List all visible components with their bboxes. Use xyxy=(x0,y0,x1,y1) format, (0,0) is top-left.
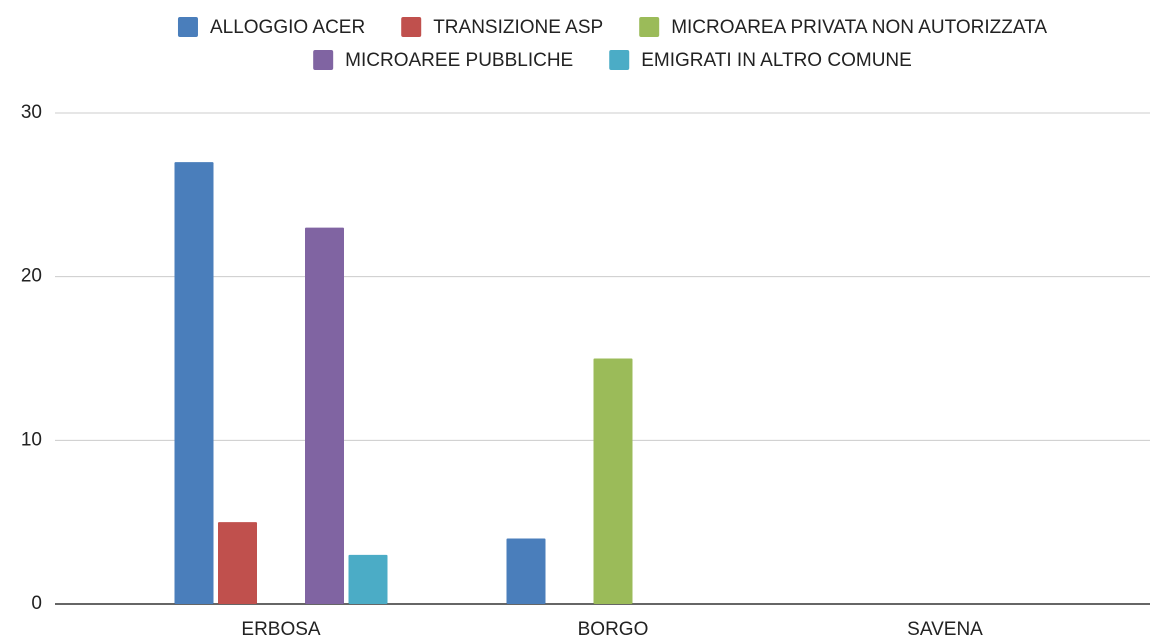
legend-label: MICROAREA PRIVATA NON AUTORIZZATA xyxy=(671,17,1047,38)
legend-swatch xyxy=(639,17,660,37)
bar xyxy=(218,522,257,604)
x-tick-label: ERBOSA xyxy=(241,619,321,640)
bar xyxy=(174,162,214,604)
y-tick-label: 0 xyxy=(31,593,42,614)
y-tick-label: 20 xyxy=(21,266,42,287)
legend-swatch xyxy=(177,17,198,37)
x-tick-label: SAVENA xyxy=(907,619,983,640)
bar xyxy=(506,538,546,604)
legend-swatch xyxy=(401,17,422,37)
bar xyxy=(305,227,344,605)
bar xyxy=(348,554,388,604)
legend-label: TRANSIZIONE ASP xyxy=(433,17,603,38)
x-tick-label: BORGO xyxy=(578,619,649,640)
bar xyxy=(593,358,633,604)
legend-label: MICROAREE PUBBLICHE xyxy=(345,50,573,71)
y-tick-label: 10 xyxy=(21,429,42,450)
y-tick-label: 30 xyxy=(21,102,42,123)
legend-label: ALLOGGIO ACER xyxy=(210,17,365,38)
legend-label: EMIGRATI IN ALTRO COMUNE xyxy=(641,50,912,71)
legend-swatch xyxy=(609,50,630,70)
legend-swatch xyxy=(313,50,334,70)
